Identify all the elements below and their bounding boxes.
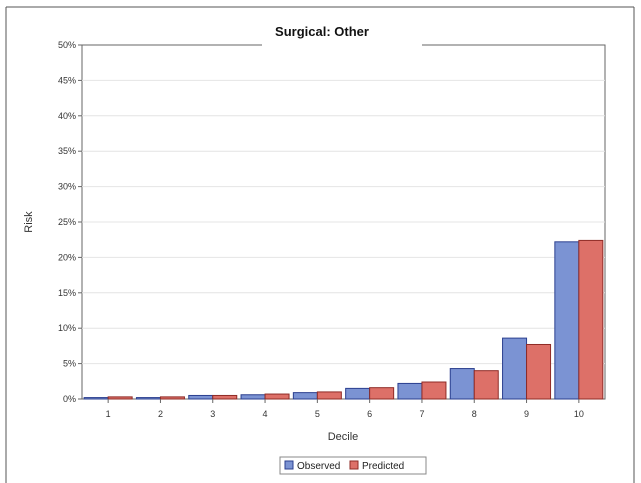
x-tick-label: 4 <box>263 409 268 419</box>
bar-predicted-decile-3 <box>212 394 238 400</box>
x-tick-label: 6 <box>367 409 372 419</box>
bar-observed-decile-7 <box>397 382 423 400</box>
x-tick-label: 1 <box>106 409 111 419</box>
bar-predicted-decile-5 <box>316 391 342 400</box>
bar-predicted-decile-7 <box>421 381 447 400</box>
y-tick-label: 40% <box>58 111 76 121</box>
y-tick-label: 50% <box>58 40 76 50</box>
bar-predicted-decile-8 <box>473 370 499 400</box>
y-axis-ticks: 0% 5% 10% 15% 20% 25% 30% 35% 40% 45% 50% <box>58 40 82 404</box>
x-tick-label: 2 <box>158 409 163 419</box>
y-tick-label: 10% <box>58 323 76 333</box>
legend-swatch-observed <box>284 460 294 470</box>
bar-predicted-decile-1 <box>107 396 133 400</box>
y-tick-label: 45% <box>58 75 76 85</box>
bar-observed-decile-6 <box>345 387 371 400</box>
legend-label-predicted: Predicted <box>362 461 404 472</box>
x-tick-label: 9 <box>524 409 529 419</box>
x-tick-label: 8 <box>472 409 477 419</box>
y-tick-label: 25% <box>58 217 76 227</box>
bar-observed-decile-4 <box>240 394 266 400</box>
legend: Observed Predicted <box>279 456 427 475</box>
y-tick-label: 30% <box>58 182 76 192</box>
gridlines <box>82 79 605 365</box>
bar-observed-decile-9 <box>502 337 528 400</box>
x-axis-title: Decile <box>328 431 359 443</box>
y-tick-label: 5% <box>63 359 76 369</box>
bar-observed-decile-3 <box>188 394 214 400</box>
legend-swatch-predicted <box>349 460 359 470</box>
y-tick-label: 0% <box>63 394 76 404</box>
x-tick-label: 3 <box>210 409 215 419</box>
y-tick-label: 20% <box>58 252 76 262</box>
y-axis-title: Risk <box>23 211 35 233</box>
bar-predicted-decile-10 <box>578 239 604 400</box>
bar-observed-decile-8 <box>449 368 475 400</box>
title-background <box>262 20 422 46</box>
bar-observed-decile-5 <box>292 392 318 400</box>
y-tick-label: 35% <box>58 146 76 156</box>
bars <box>83 239 604 400</box>
x-tick-label: 10 <box>574 409 584 419</box>
y-tick-label: 15% <box>58 288 76 298</box>
bar-observed-decile-10 <box>554 241 580 400</box>
bar-predicted-decile-4 <box>264 393 290 400</box>
bar-observed-decile-1 <box>83 397 109 400</box>
x-tick-label: 7 <box>419 409 424 419</box>
bar-observed-decile-2 <box>135 397 161 400</box>
bar-predicted-decile-2 <box>159 396 185 400</box>
x-tick-label: 5 <box>315 409 320 419</box>
chart-title: Surgical: Other <box>275 24 369 39</box>
legend-label-observed: Observed <box>297 461 340 472</box>
bar-predicted-decile-9 <box>526 343 552 400</box>
x-axis-ticks: 1 2 3 4 5 6 7 8 9 10 <box>106 399 584 419</box>
bar-predicted-decile-6 <box>369 387 395 400</box>
